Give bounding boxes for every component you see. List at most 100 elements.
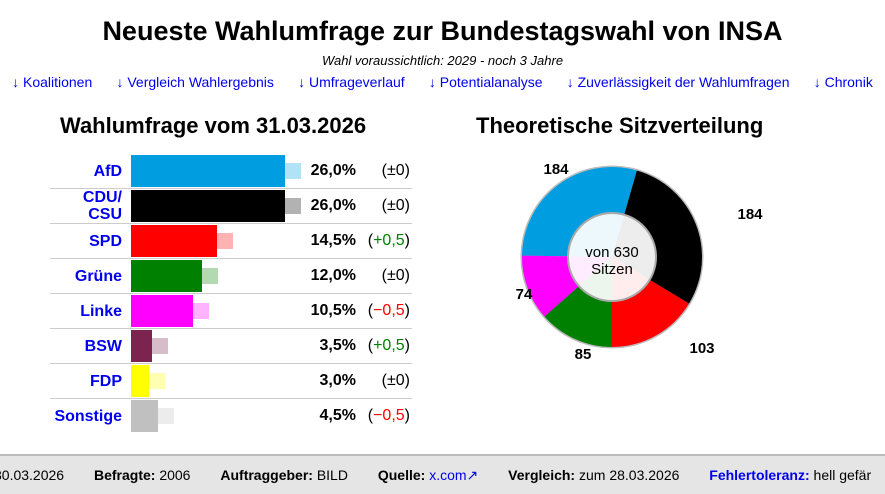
auftrag-label: Auftraggeber: [220, 467, 313, 483]
tolerance-band-low [270, 163, 285, 179]
tolerance-band-low [270, 198, 285, 214]
party-link[interactable]: AfD [93, 162, 122, 180]
tolerance-band-high [216, 233, 233, 249]
party-link[interactable]: FDP [90, 372, 122, 390]
party-row: Grüne 12,0% (±0) [50, 259, 412, 294]
change-value: ±0 [386, 162, 405, 179]
party-row: Linke 10,5% (−0,5) [50, 294, 412, 329]
value-label: 3,5% [319, 337, 356, 354]
seat-label: 103 [689, 340, 714, 357]
nav-chronik[interactable]: ↓ Chronik [813, 74, 873, 90]
paren-close: ) [404, 267, 410, 284]
change-value: +0,5 [373, 337, 405, 354]
party-row: AfD 26,0% (±0) [50, 154, 412, 189]
quelle-label: Quelle: [377, 467, 426, 483]
party-row: CDU/ CSU 26,0% (±0) [50, 189, 412, 224]
bar [131, 190, 285, 222]
change-label: (±0) [382, 364, 410, 398]
paren-open: ( [381, 267, 387, 284]
tolerance-band-low [142, 408, 158, 424]
nav-zuverlaessigkeit[interactable]: ↓ Zuverlässigkeit der Wahlumfragen [566, 74, 790, 90]
tolerance-band-high [202, 268, 219, 284]
change-label: (±0) [382, 154, 410, 188]
subtitle: Wahl voraussichtlich: 2029 - noch 3 Jahr… [321, 53, 564, 68]
poll-bar-chart: AfD 26,0% (±0) CDU/ CSU 26,0% (±0) SPD 14,… [50, 154, 412, 433]
paren-open: ( [367, 302, 374, 319]
change-label: (+0,5) [368, 224, 410, 258]
tolerance-band-high [285, 163, 301, 179]
paren-close: ) [404, 197, 410, 214]
center-label-2: Sitzen [591, 261, 633, 278]
befragte-value: 2006 [159, 467, 191, 483]
change-label: (−0,5) [368, 399, 410, 433]
seat-slice [522, 255, 612, 317]
seat-label: 184 [737, 206, 763, 223]
party-link[interactable]: BSW [84, 337, 122, 355]
footer-date: 30.03.2026 [0, 467, 65, 483]
donut-center [567, 212, 657, 302]
tolerance-band-high [193, 303, 210, 319]
paren-close: ) [404, 337, 410, 354]
tolerance-band-low [136, 338, 152, 354]
tolerance-band-high [148, 373, 165, 389]
value-label: 10,5% [310, 302, 356, 319]
paren-open: ( [367, 232, 374, 249]
party-link[interactable]: CDU/ CSU [82, 189, 122, 223]
paren-close: ) [404, 162, 410, 179]
change-value: +0,5 [373, 232, 405, 249]
party-row: Sonstige 4,5% (−0,5) [50, 399, 412, 433]
seat-slice [522, 167, 637, 257]
seat-slice [544, 257, 612, 347]
tolerance-band-high [151, 338, 168, 354]
party-link[interactable]: Grüne [74, 267, 122, 285]
change-value: −0,5 [373, 407, 405, 424]
tolerance-band-low [178, 303, 194, 319]
nav-vergleich[interactable]: ↓ Vergleich Wahlergebnis [116, 74, 274, 90]
change-label: (+0,5) [368, 329, 410, 363]
change-value: ±0 [386, 372, 405, 389]
change-value: −0,5 [373, 302, 405, 319]
value-label: 26,0% [310, 162, 356, 179]
value-label: 26,0% [310, 197, 356, 214]
party-row: FDP 3,0% (±0) [50, 364, 412, 399]
page-title: Neueste Wahlumfrage zur Bundestagswahl v… [102, 16, 783, 46]
donut-outline [520, 165, 704, 349]
seat-label: 74 [516, 286, 533, 303]
paren-open: ( [381, 372, 387, 389]
seat-slice [612, 170, 702, 304]
befragte-label: Befragte: [93, 467, 156, 483]
paren-open: ( [367, 337, 374, 354]
poll-title: Wahlumfrage vom 31.03.2026 [60, 113, 367, 138]
nav-potential[interactable]: ↓ Potentialanalyse [428, 74, 543, 90]
tolerance-band-low [187, 268, 203, 284]
seats-title: Theoretische Sitzverteilung [476, 113, 764, 138]
party-link[interactable]: Sonstige [54, 407, 122, 425]
party-link[interactable]: SPD [89, 232, 122, 250]
bar [131, 155, 285, 187]
paren-close: ) [404, 232, 410, 249]
nav-koalitionen[interactable]: ↓ Koalitionen [12, 74, 93, 90]
paren-close: ) [404, 372, 410, 389]
fehler-value: hell gefär [813, 467, 872, 483]
tolerance-band-low [201, 233, 217, 249]
paren-open: ( [367, 407, 374, 424]
seat-label: 85 [575, 346, 592, 363]
auftrag-value: BILD [316, 467, 348, 483]
nav-umfrageverlauf[interactable]: ↓ Umfrageverlauf [298, 74, 405, 90]
party-row: SPD 14,5% (+0,5) [50, 224, 412, 259]
value-label: 14,5% [310, 232, 356, 249]
fehler-link[interactable]: Fehlertoleranz: [709, 467, 810, 483]
quelle-link[interactable]: x.com↗ [429, 467, 479, 483]
change-label: (±0) [382, 259, 410, 293]
paren-close: ) [404, 407, 410, 424]
center-label-1: von 630 [585, 244, 638, 261]
value-label: 3,0% [319, 372, 356, 389]
value-label: 4,5% [319, 407, 356, 424]
party-row: BSW 3,5% (+0,5) [50, 329, 412, 364]
tolerance-band-low [133, 373, 149, 389]
paren-open: ( [381, 197, 387, 214]
party-link[interactable]: Linke [80, 302, 122, 320]
tolerance-band-high [285, 198, 301, 214]
change-value: ±0 [386, 267, 405, 284]
paren-open: ( [381, 162, 387, 179]
